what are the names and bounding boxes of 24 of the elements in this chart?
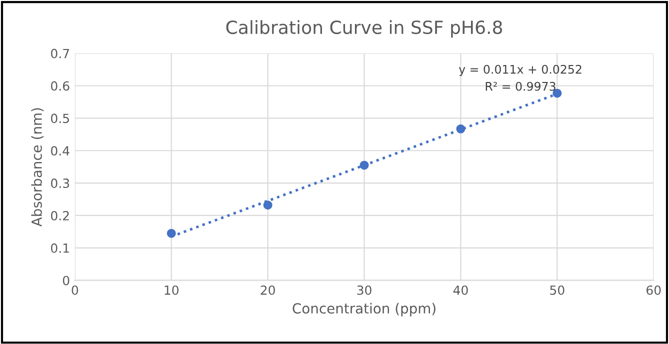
point	[166, 228, 176, 238]
y-tick-label: 0.2	[51, 210, 69, 220]
x-tick-label: 50	[550, 285, 564, 295]
point	[360, 160, 369, 170]
y-tick-label: 0.6	[51, 81, 70, 91]
annotation: y = 0.011x + 0.0252	[458, 64, 582, 76]
x-tick-label: 40	[453, 285, 468, 295]
annotation: R² = 0.9973	[486, 82, 556, 91]
x-tick-label: 20	[260, 285, 275, 295]
x-tick-label: 10	[164, 285, 178, 295]
y-tick-label: 0.3	[51, 178, 70, 188]
x-axis-title: Concentration (ppm)	[292, 302, 436, 316]
y-axis-title: Absorbance (nm)	[31, 108, 44, 227]
y-tick-label: 0.1	[51, 243, 69, 253]
y-tick-label: 0.4	[51, 146, 70, 156]
x-tick-label: 0	[72, 285, 78, 295]
y-tick-label: 0.7	[51, 48, 69, 58]
point	[263, 200, 272, 210]
chart-title: Calibration Curve in SSF pH6.8	[226, 20, 502, 38]
x-tick-label: 60	[646, 285, 661, 295]
x-tick-label: 30	[357, 285, 372, 295]
y-tick-label: 0	[62, 276, 70, 286]
y-tick-label: 0.5	[51, 114, 69, 124]
point	[456, 124, 466, 134]
